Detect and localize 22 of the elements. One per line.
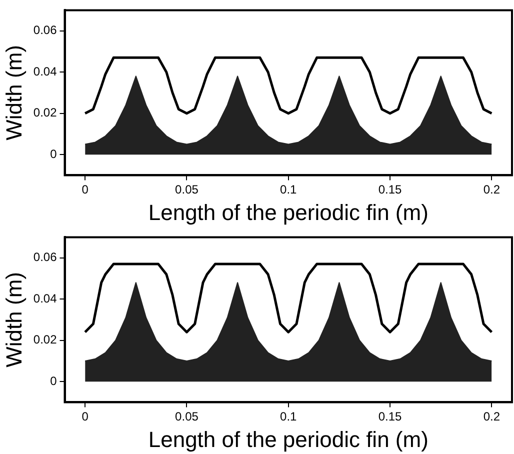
y-tick-label: 0 bbox=[50, 374, 58, 388]
x-tick-label: 0.1 bbox=[280, 182, 298, 197]
x-tick-label: 0.15 bbox=[378, 182, 402, 197]
x-tick-label: 0 bbox=[82, 410, 89, 424]
y-tick-label: 0.06 bbox=[33, 23, 58, 38]
x-tick-label: 0.1 bbox=[280, 410, 298, 424]
y-axis-title: Width (m) bbox=[1, 45, 26, 140]
y-tick-label: 0 bbox=[50, 146, 58, 161]
y-tick-label: 0.04 bbox=[33, 64, 58, 78]
y-tick-label: 0.02 bbox=[33, 332, 58, 347]
y-tick-label: 0.02 bbox=[33, 106, 58, 120]
x-tick-label: 0 bbox=[82, 182, 89, 197]
x-axis-title: Length of the periodic fin (m) bbox=[148, 426, 428, 452]
y-axis-title: Width (m) bbox=[1, 272, 26, 368]
y-tick-label: 0.04 bbox=[33, 291, 58, 306]
x-tick-label: 0.2 bbox=[483, 182, 500, 197]
x-tick-label: 0.05 bbox=[175, 182, 199, 197]
x-axis-title: Length of the periodic fin (m) bbox=[148, 200, 428, 225]
x-tick-label: 0.2 bbox=[483, 410, 500, 424]
x-tick-label: 0.15 bbox=[378, 410, 402, 424]
x-tick-label: 0.05 bbox=[175, 410, 199, 424]
y-tick-label: 0.06 bbox=[33, 250, 58, 264]
